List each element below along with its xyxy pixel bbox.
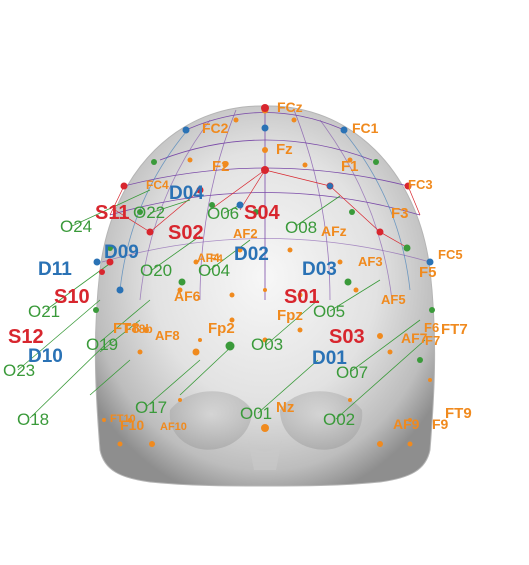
channel-lines xyxy=(109,169,421,249)
source-label-s02: S02 xyxy=(168,222,204,244)
optode-label-o17: O17 xyxy=(135,398,167,417)
source-label-s12: S12 xyxy=(8,326,44,348)
eeg-label-f7: F7 xyxy=(425,333,440,348)
optode-label-o20: O20 xyxy=(140,261,172,280)
optode-label-o04: O04 xyxy=(198,261,230,280)
eeg-label-f5: F5 xyxy=(419,264,437,281)
eeg-label-fc1: FC1 xyxy=(352,120,379,136)
eeg-label-af5: AF5 xyxy=(381,292,406,307)
source-label-s03: S03 xyxy=(329,326,365,348)
eeg-label-af7: AF7 xyxy=(401,330,428,346)
optode-markers xyxy=(93,159,435,363)
eeg-label-ft9: FT9 xyxy=(445,405,472,422)
eeg-label-fc4: FC4 xyxy=(146,178,169,192)
optode-label-o21: O21 xyxy=(28,302,60,321)
optode-label-o22: O22 xyxy=(133,203,165,222)
eeg-label-ft8b: FT8b xyxy=(124,322,153,336)
eeg-label-af4: AF4 xyxy=(197,251,220,265)
source-label-layer: S11 S04 S02 S10 S01 S12 S03 xyxy=(8,202,365,348)
detector-label-d11: D11 xyxy=(38,259,72,280)
eeg-label-f6: F6 xyxy=(424,320,439,335)
detector-label-d09: D09 xyxy=(104,242,139,263)
eeg-label-f2: F2 xyxy=(212,158,230,175)
eeg-label-fc3: FC3 xyxy=(408,177,433,192)
eeg-label-afz: AFz xyxy=(321,223,347,239)
eeg-label-af8: AF8 xyxy=(155,328,180,343)
source-label-s11: S11 xyxy=(95,202,129,224)
optode-label-o07: O07 xyxy=(336,363,368,382)
eeg-label-f1: F1 xyxy=(341,158,359,175)
optode-label-o23: O23 xyxy=(3,361,35,380)
eeg-label-af2: AF2 xyxy=(233,226,258,241)
eeg-label-ft7: FT7 xyxy=(441,321,468,338)
optode-label-o06: O06 xyxy=(207,204,239,223)
source-label-s01: S01 xyxy=(284,286,320,308)
source-label-s10: S10 xyxy=(54,286,90,308)
eeg-label-f10: F10 xyxy=(120,417,144,433)
optode-label-layer: O24 O22 O06 O08 O20 O04 O21 O05 O19 O03 O23 O07 O17 O… xyxy=(3,203,368,429)
eeg-label-nz: Nz xyxy=(276,399,294,416)
eeg-label-f3: F3 xyxy=(391,205,409,222)
eeg-label-af6: AF6 xyxy=(174,288,201,304)
eeg-label-layer: FCz FC2 FC1 Fz F2 F1 FC3 FC4 F3 AF2 AFz AF3 AF4 FC5F5… xyxy=(110,99,472,433)
eeg-label-fc5: FC5 xyxy=(438,247,463,262)
eeg-electrodes xyxy=(102,106,432,447)
eeg-label-fp2: Fp2 xyxy=(208,320,235,337)
eeg-label-fcz: FCz xyxy=(277,99,303,115)
detector-label-layer: D04 D02 D09 D11 D03 D10 D01 xyxy=(28,183,347,369)
detector-label-d10: D10 xyxy=(28,346,63,367)
optode-label-o08: O08 xyxy=(285,218,317,237)
grid-lines xyxy=(101,108,431,301)
eeg-label-fz: Fz xyxy=(276,141,293,158)
optode-label-o24: O24 xyxy=(60,217,92,236)
source-label-s04: S04 xyxy=(244,202,280,224)
optode-label-o18: O18 xyxy=(17,410,49,429)
source-markers xyxy=(99,104,412,275)
eeg-label-fc2: FC2 xyxy=(202,120,229,136)
eeg-label-af3: AF3 xyxy=(358,254,383,269)
optode-label-o03: O03 xyxy=(251,335,283,354)
detector-label-d01: D01 xyxy=(312,348,347,369)
optode-label-o01: O01 xyxy=(240,404,272,423)
eeg-label-fpz: Fpz xyxy=(277,307,303,324)
optode-label-o02: O02 xyxy=(323,410,355,429)
detector-label-d04: D04 xyxy=(169,183,204,204)
eeg-label-af9: AF9 xyxy=(393,416,420,432)
eeg-label-f4: F4 xyxy=(210,253,224,265)
optode-label-o19: O19 xyxy=(86,335,118,354)
detector-label-d02: D02 xyxy=(234,244,269,265)
optode-label-o05: O05 xyxy=(313,302,345,321)
eeg-label-ft8: FT8 xyxy=(113,320,140,337)
eeg-label-ft10: FT10 xyxy=(110,413,136,425)
eeg-label-af10: AF10 xyxy=(160,421,187,433)
optode-leader-lines xyxy=(17,189,426,420)
eeg-label-f9: F9 xyxy=(432,416,449,432)
detector-label-d03: D03 xyxy=(302,259,337,280)
detector-markers xyxy=(93,124,434,294)
